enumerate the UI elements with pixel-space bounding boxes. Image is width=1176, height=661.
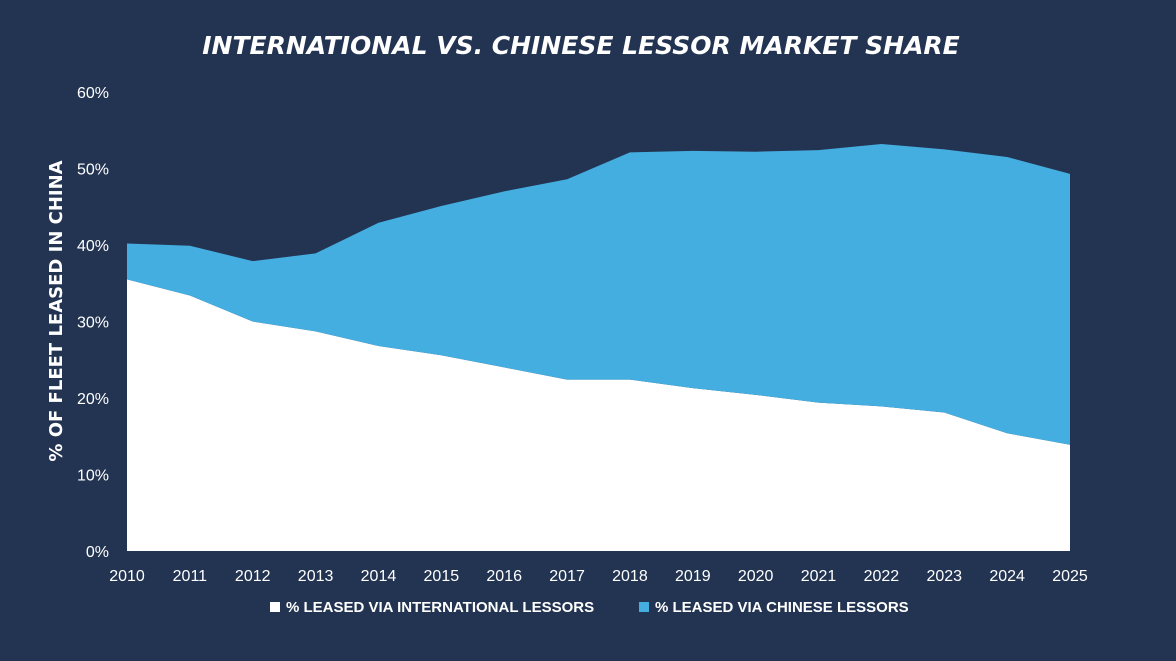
legend-swatch (270, 602, 280, 612)
area-series-1 (127, 279, 1070, 551)
x-tick-label: 2023 (926, 568, 962, 585)
x-axis-ticks: 2010 2011 2012 2013 2014 2015 2016 2017 2018 2019… (109, 568, 1088, 585)
x-tick-label: 2011 (173, 568, 208, 585)
legend-label: % LEASED VIA INTERNATIONAL LESSORS (286, 599, 594, 616)
legend: % LEASED VIA INTERNATIONAL LESSORS % LEAS… (270, 599, 909, 616)
y-tick-label: 40% (77, 238, 109, 255)
x-tick-label: 2014 (361, 568, 397, 585)
plot-areas (127, 144, 1070, 551)
y-tick-label: 50% (77, 162, 109, 179)
x-tick-label: 2015 (424, 568, 460, 585)
x-tick-label: 2021 (801, 568, 837, 585)
x-tick-label: 2025 (1052, 568, 1088, 585)
x-tick-label: 2020 (738, 568, 774, 585)
x-tick-label: 2012 (235, 568, 271, 585)
y-tick-label: 0% (86, 544, 109, 561)
legend-swatch (639, 602, 649, 612)
x-tick-label: 2010 (109, 568, 145, 585)
y-tick-label: 60% (77, 85, 109, 102)
y-tick-label: 20% (77, 391, 109, 408)
y-axis-label: % OF FLEET LEASED IN CHINA (46, 160, 67, 461)
x-tick-label: 2013 (298, 568, 334, 585)
x-tick-label: 2018 (612, 568, 648, 585)
y-tick-label: 10% (77, 468, 109, 485)
x-tick-label: 2024 (989, 568, 1025, 585)
chart-title: INTERNATIONAL VS. CHINESE LESSOR MARKET … (202, 31, 960, 60)
x-tick-label: 2016 (486, 568, 522, 585)
x-tick-label: 2019 (675, 568, 711, 585)
y-tick-label: 30% (77, 315, 109, 332)
x-tick-label: 2017 (549, 568, 585, 585)
x-tick-label: 2022 (864, 568, 900, 585)
area-series-2 (127, 144, 1070, 445)
y-axis-ticks: 0% 10% 20% 30% 40% 50% 60% (77, 85, 109, 561)
legend-label: % LEASED VIA CHINESE LESSORS (655, 599, 909, 616)
